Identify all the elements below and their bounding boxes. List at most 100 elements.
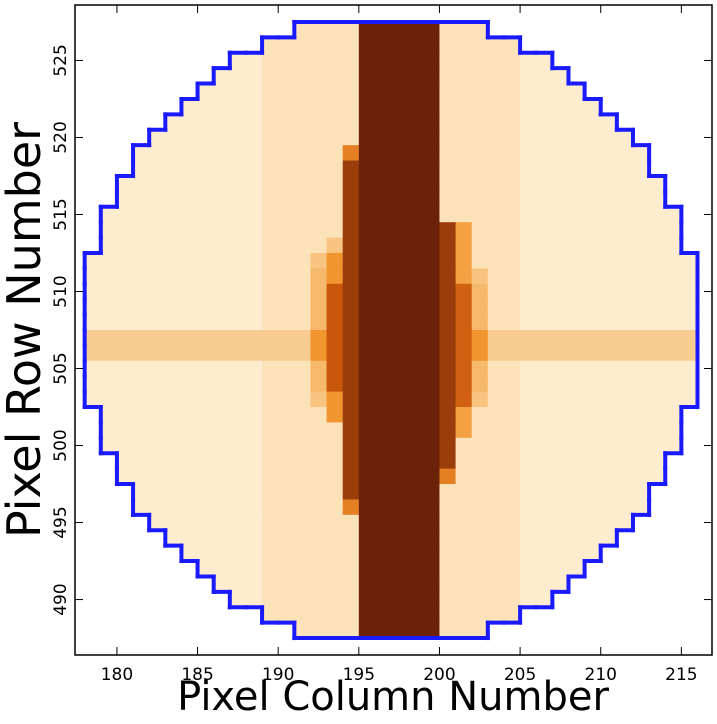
- heatmap-cell: [262, 314, 279, 331]
- heatmap-cell: [632, 437, 650, 454]
- heatmap-cell: [116, 360, 134, 377]
- axes: 180 185 190 195 200 205 210 215 490 495 500 505 510 5…: [51, 5, 712, 685]
- heatmap-cell: [423, 68, 441, 85]
- heatmap-cell: [197, 83, 215, 100]
- heatmap-cell: [616, 175, 634, 192]
- heatmap-cell: [165, 268, 183, 285]
- heatmap-cell: [552, 391, 570, 408]
- heatmap-cell: [278, 576, 295, 593]
- heatmap-cell: [213, 514, 231, 531]
- heatmap-cell: [536, 145, 553, 162]
- heatmap-cell: [229, 268, 247, 285]
- heatmap-cell: [133, 145, 150, 162]
- heatmap-cell: [536, 98, 553, 115]
- heatmap-cell: [616, 330, 634, 347]
- heatmap-cell: [262, 330, 279, 347]
- heatmap-cell: [536, 52, 553, 69]
- heatmap-cell: [600, 345, 618, 362]
- heatmap-cell: [229, 499, 247, 516]
- heatmap-cell: [520, 191, 537, 208]
- heatmap-cell: [584, 252, 602, 269]
- heatmap-cell: [165, 376, 183, 393]
- heatmap-cell: [649, 453, 666, 470]
- heatmap-cell: [165, 283, 183, 300]
- heatmap-cell: [133, 330, 150, 347]
- heatmap-cell: [568, 530, 586, 547]
- heatmap-cell: [391, 530, 408, 547]
- heatmap-cell: [181, 453, 199, 470]
- heatmap-cell: [100, 391, 118, 408]
- heatmap-cell: [374, 21, 392, 38]
- heatmap-cell: [84, 314, 102, 331]
- heatmap-cell: [616, 268, 634, 285]
- heatmap-cell: [632, 191, 650, 208]
- heatmap-cell: [407, 237, 424, 254]
- heatmap-cell: [229, 530, 247, 547]
- heatmap-cell: [84, 252, 102, 269]
- heatmap-cell: [455, 314, 473, 331]
- heatmap-cell: [520, 222, 537, 239]
- heatmap-cell: [133, 484, 150, 501]
- heatmap-cell: [310, 68, 328, 85]
- heatmap-cell: [245, 252, 263, 269]
- heatmap-cell: [439, 114, 457, 131]
- heatmap-cell: [665, 360, 682, 377]
- heatmap-cell: [487, 576, 505, 593]
- x-axis-label: Pixel Column Number: [177, 674, 609, 720]
- heatmap-cell: [520, 314, 537, 331]
- heatmap-cell: [358, 206, 376, 223]
- heatmap-cell: [197, 191, 215, 208]
- heatmap-cell: [358, 576, 376, 593]
- heatmap-cell: [116, 437, 134, 454]
- heatmap-cell: [213, 407, 231, 424]
- heatmap-cell: [358, 145, 376, 162]
- heatmap-cell: [181, 252, 199, 269]
- heatmap-cell: [262, 561, 279, 578]
- heatmap-cell: [520, 591, 537, 608]
- heatmap-cell: [213, 222, 231, 239]
- heatmap-cell: [681, 283, 699, 300]
- heatmap-cell: [310, 114, 328, 131]
- heatmap-cell: [536, 345, 553, 362]
- heatmap-cell: [245, 591, 263, 608]
- heatmap-cell: [487, 561, 505, 578]
- heatmap-cell: [665, 376, 682, 393]
- heatmap-cell: [278, 37, 295, 54]
- heatmap-cell: [229, 314, 247, 331]
- heatmap-cell: [681, 268, 699, 285]
- heatmap-cell: [358, 252, 376, 269]
- heatmap-cell: [391, 83, 408, 100]
- heatmap-cell: [584, 360, 602, 377]
- heatmap-cell: [552, 222, 570, 239]
- heatmap-cell: [213, 437, 231, 454]
- heatmap-cell: [294, 222, 312, 239]
- heatmap-cell: [326, 484, 344, 501]
- heatmap-cell: [632, 160, 650, 177]
- heatmap-cell: [374, 591, 392, 608]
- heatmap-cell: [133, 160, 150, 177]
- heatmap-cell: [665, 422, 682, 439]
- heatmap-cell: [681, 345, 699, 362]
- heatmap-cell: [681, 299, 699, 316]
- heatmap-cell: [197, 252, 215, 269]
- heatmap-cell: [536, 222, 553, 239]
- heatmap-cell: [342, 499, 360, 516]
- heatmap-cell: [568, 499, 586, 516]
- heatmap-cell: [342, 68, 360, 85]
- heatmap-cell: [455, 561, 473, 578]
- heatmap-cell: [632, 175, 650, 192]
- heatmap-cell: [310, 345, 328, 362]
- heatmap-cell: [439, 37, 457, 54]
- heatmap-cell: [632, 222, 650, 239]
- heatmap-cell: [487, 283, 505, 300]
- heatmap-cell: [229, 561, 247, 578]
- heatmap-cell: [649, 468, 666, 485]
- heatmap-cell: [423, 499, 441, 516]
- heatmap-cell: [245, 68, 263, 85]
- heatmap-cell: [600, 237, 618, 254]
- heatmap-cell: [600, 175, 618, 192]
- heatmap-cell: [487, 376, 505, 393]
- heatmap-cell: [278, 607, 295, 624]
- heatmap-cell: [552, 145, 570, 162]
- heatmap-cell: [665, 237, 682, 254]
